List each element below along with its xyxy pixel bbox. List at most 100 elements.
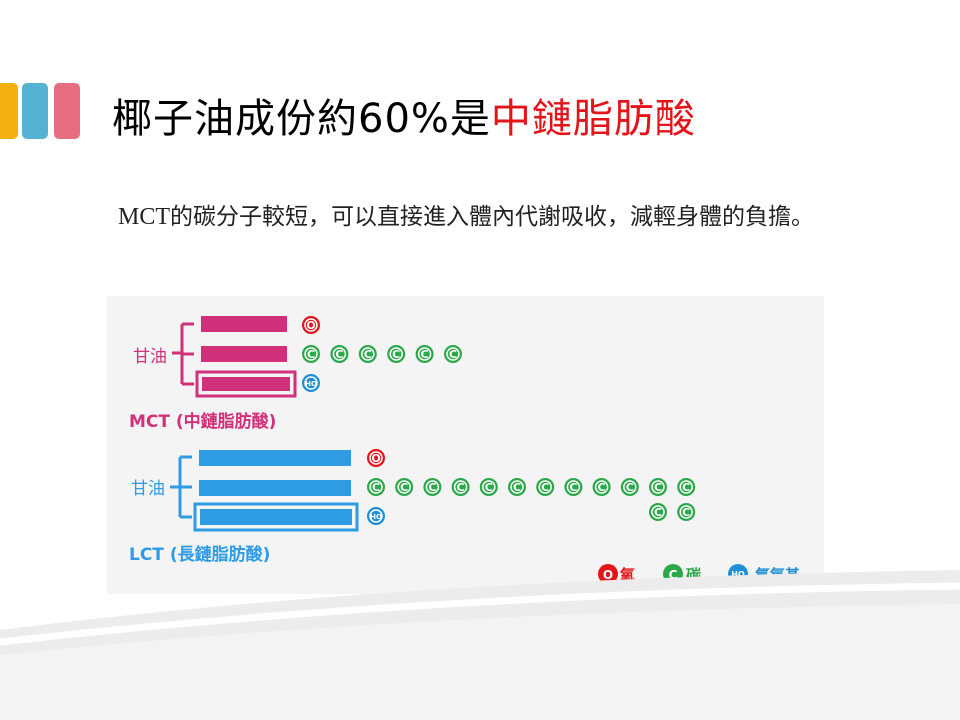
- mct-carbon-atom-6: C: [444, 345, 462, 363]
- mct-hydroxyl-atom-ring: [304, 376, 318, 390]
- lct-carbon-atom-2-ring: [397, 480, 411, 494]
- lct-carbon-atom-12-symbol: C: [682, 481, 690, 494]
- lct-carbon-atom-7: C: [536, 478, 555, 496]
- lct-chain-2: [199, 480, 351, 496]
- mct-carbon-atom-1: C: [302, 345, 320, 363]
- mct-chain-2: [201, 346, 287, 362]
- mct-carbon-atom-1-ring: [304, 347, 318, 361]
- mct-carbon-atom-6-symbol: C: [449, 348, 457, 361]
- lct-glycerol-bracket: [170, 455, 192, 519]
- mct-carbon-atom-2-ring: [332, 347, 347, 361]
- mct-oxygen-atom: O: [302, 316, 320, 334]
- lct-carbon-atom-11-symbol: C: [654, 481, 662, 494]
- legend-carbon-symbol: C: [669, 568, 678, 582]
- mct-carbon-atom-3-symbol: C: [364, 348, 372, 361]
- mct-oxygen-atom-ring: [304, 318, 318, 332]
- lct-hydroxyl-atom-ring: [369, 509, 383, 523]
- mct-carbon-atom-4-symbol: C: [392, 348, 400, 361]
- lct-chain-1: [199, 450, 351, 466]
- mct-carbon-atom-3-ring: [361, 347, 375, 361]
- mct-carbon-atom-5-ring: [417, 347, 432, 361]
- mct-hydroxyl-atom: HO: [302, 374, 320, 392]
- lct-carbon-atom-6-symbol: C: [513, 481, 521, 494]
- mct-carbon-atom-5-symbol: C: [421, 348, 429, 361]
- lct-carbon-atom-9: C: [592, 478, 611, 496]
- body-rest: 的碳分子較短，可以直接進入體內代謝吸收，減輕身體的負擔。: [170, 204, 815, 230]
- lct-atoms: OC C C C C C C C C C C CC CHO: [367, 449, 696, 525]
- mct-atoms: O C C C C C C HO: [302, 316, 462, 392]
- decor-bar-yellow: [0, 83, 18, 139]
- lct-carbon-atom-3-symbol: C: [428, 481, 436, 494]
- mct-caption: MCT (中鏈脂肪酸): [129, 411, 276, 432]
- lct-glycerol-label: 甘油: [131, 479, 165, 499]
- title-main: 椰子油成份約60%是: [112, 96, 491, 142]
- lct-carbon-atom-1-ring: [369, 480, 383, 494]
- lct-carbon-atom-extra-1-symbol: C: [654, 506, 662, 519]
- lct-chains: [193, 450, 359, 532]
- lct-chain-3: [200, 509, 352, 525]
- lct-hydroxyl-atom: HO: [367, 507, 385, 525]
- lct-carbon-atom-10-symbol: C: [626, 481, 634, 494]
- mct-carbon-atom-5: C: [415, 345, 434, 363]
- mct-glycerol-label: 甘油: [133, 347, 167, 367]
- mct-chain-3-frame: [195, 370, 297, 398]
- lct-oxygen-atom: O: [367, 449, 385, 467]
- decor-bar-blue: [22, 83, 48, 139]
- lct-carbon-atom-7-symbol: C: [541, 481, 549, 494]
- lct-carbon-atom-5-symbol: C: [485, 481, 493, 494]
- lct-caption: LCT (長鏈脂肪酸): [129, 544, 270, 565]
- lct-carbon-atom-extra-1-ring: [651, 505, 665, 519]
- body-latin: MCT: [118, 204, 171, 230]
- lct-carbon-atom-6: C: [508, 478, 526, 496]
- lct-carbon-atom-11-ring: [651, 480, 665, 494]
- mct-chain-1: [201, 316, 287, 332]
- lct-carbon-atom-12-ring: [679, 480, 693, 494]
- mct-carbon-atom-2: C: [330, 345, 349, 363]
- lct-carbon-atom-4-symbol: C: [457, 481, 465, 494]
- mct-carbon-atom-6-ring: [446, 347, 460, 361]
- mct-carbon-atom-1-symbol: C: [307, 348, 315, 361]
- mct-glycerol-bracket: [172, 322, 194, 386]
- lct-carbon-atom-9-symbol: C: [598, 481, 606, 494]
- lct-carbon-atom-9-ring: [594, 480, 609, 494]
- mct-oxygen-atom-symbol: O: [306, 319, 315, 332]
- lct-carbon-atom-extra-2-ring: [679, 505, 693, 519]
- lct-carbon-atom-8-ring: [566, 480, 581, 494]
- lct-oxygen-atom-ring: [369, 451, 383, 465]
- lct-carbon-atom-10-ring: [623, 480, 637, 494]
- lct-carbon-atom-8-symbol: C: [569, 481, 577, 494]
- lct-carbon-atom-2: C: [395, 478, 414, 496]
- mct-carbon-atom-3: C: [358, 345, 377, 363]
- lct-carbon-atom-extra-2-symbol: C: [682, 506, 690, 519]
- diagram-svg: 甘油 OC C C C C CHO MCT (中鏈脂肪酸) 甘油 OC C C C C C C C C C C…: [129, 316, 801, 584]
- lct-carbon-atom-extra-1: C: [649, 503, 667, 521]
- mct-chain-3: [202, 377, 290, 391]
- mct-carbon-atom-4: C: [387, 345, 406, 363]
- lct-carbon-atom-1: C: [367, 478, 385, 496]
- lct-carbon-atom-2-symbol: C: [400, 481, 408, 494]
- body-paragraph: MCT的碳分子較短，可以直接進入體內代謝吸收，減輕身體的負擔。: [118, 200, 838, 234]
- lct-carbon-atom-5-ring: [482, 480, 496, 494]
- lct-hydroxyl-atom-symbol: HO: [370, 513, 382, 521]
- mct-hydroxyl-atom-symbol: HO: [305, 380, 317, 388]
- legend-hydroxyl-symbol: HO: [731, 570, 745, 579]
- lct-carbon-atom-extra-2: C: [677, 503, 696, 521]
- lct-carbon-atom-4: C: [451, 478, 470, 496]
- lct-carbon-atom-6-ring: [510, 480, 524, 494]
- lct-carbon-atom-10: C: [620, 478, 639, 496]
- lct-carbon-atom-7-ring: [538, 480, 552, 494]
- legend-oxygen-symbol: O: [603, 568, 613, 582]
- lct-carbon-atom-3-ring: [425, 480, 440, 494]
- lct-carbon-atom-12: C: [677, 478, 696, 496]
- legend-oxygen-icon: [598, 564, 618, 584]
- lct-carbon-atom-5: C: [479, 478, 498, 496]
- lct-carbon-atom-8: C: [564, 478, 583, 496]
- mct-carbon-atom-2-symbol: C: [335, 348, 343, 361]
- lct-carbon-atom-11: C: [649, 478, 667, 496]
- decor-bar-pink: [54, 83, 80, 139]
- lct-carbon-atom-4-ring: [453, 480, 468, 494]
- bottom-swoosh-decoration: [0, 570, 960, 720]
- lct-carbon-atom-3: C: [423, 478, 442, 496]
- lct-carbon-atom-1-symbol: C: [372, 481, 380, 494]
